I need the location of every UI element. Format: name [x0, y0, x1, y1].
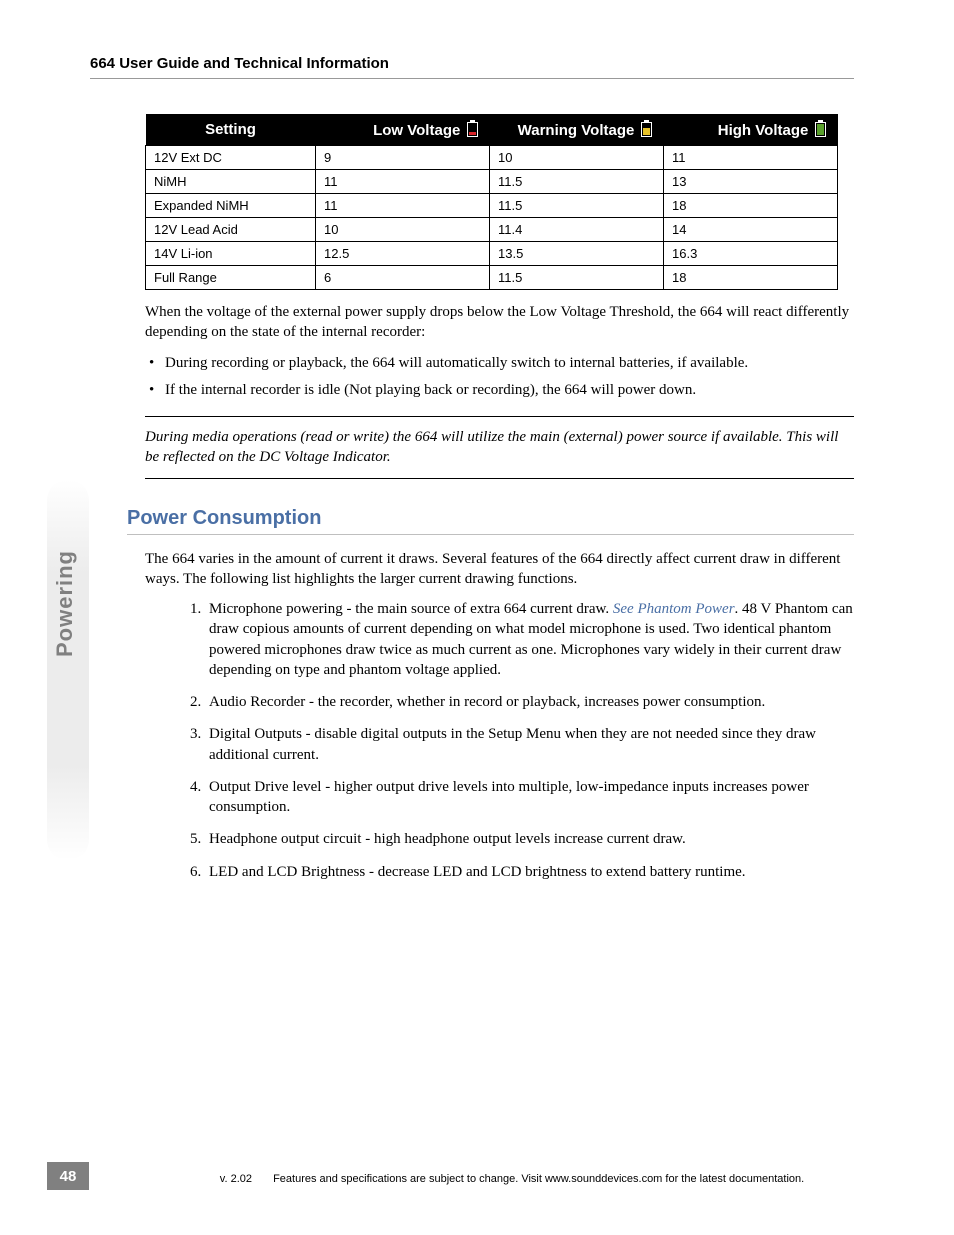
table-row: NiMH1111.513 — [146, 170, 838, 194]
paragraph-threshold: When the voltage of the external power s… — [145, 302, 854, 343]
table-cell: 12V Ext DC — [146, 146, 316, 170]
table-cell: 18 — [664, 266, 838, 290]
footer-text: Features and specifications are subject … — [273, 1173, 804, 1185]
table-cell: Full Range — [146, 266, 316, 290]
col-high-voltage: High Voltage — [664, 114, 838, 146]
table-cell: 11 — [316, 170, 490, 194]
table-row: 12V Lead Acid1011.414 — [146, 218, 838, 242]
page: 664 User Guide and Technical Information… — [0, 0, 954, 1235]
list-text: Digital Outputs - disable digital output… — [209, 726, 816, 762]
table-cell: 14 — [664, 218, 838, 242]
table-cell: 13 — [664, 170, 838, 194]
table-cell: 12V Lead Acid — [146, 218, 316, 242]
battery-warning-icon — [641, 120, 652, 137]
numbered-list: Microphone powering - the main source of… — [145, 599, 854, 882]
page-title: 664 User Guide and Technical Information — [90, 55, 854, 79]
footer-version: v. 2.02 — [220, 1173, 252, 1185]
list-item: If the internal recorder is idle (Not pl… — [145, 380, 854, 402]
table-cell: 16.3 — [664, 242, 838, 266]
table-cell: 18 — [664, 194, 838, 218]
list-text: Microphone powering - the main source of… — [209, 601, 613, 617]
link-phantom-power[interactable]: See Phantom Power — [613, 601, 735, 617]
note-box: During media operations (read or write) … — [145, 416, 854, 479]
list-text: LED and LCD Brightness - decrease LED an… — [209, 864, 746, 880]
col-low-voltage: Low Voltage — [316, 114, 490, 146]
table-cell: 13.5 — [490, 242, 664, 266]
battery-low-icon — [467, 120, 478, 137]
list-text: Output Drive level - higher output drive… — [209, 779, 809, 815]
table-body: 12V Ext DC91011NiMH1111.513Expanded NiMH… — [146, 146, 838, 290]
table-cell: 11 — [316, 194, 490, 218]
bullet-list: During recording or playback, the 664 wi… — [145, 353, 854, 403]
table-cell: 9 — [316, 146, 490, 170]
list-item: During recording or playback, the 664 wi… — [145, 353, 854, 375]
list-text: Audio Recorder - the recorder, whether i… — [209, 694, 765, 710]
table-cell: Expanded NiMH — [146, 194, 316, 218]
list-item: Output Drive level - higher output drive… — [205, 777, 854, 818]
section-intro: The 664 varies in the amount of current … — [145, 549, 854, 590]
table-cell: 11 — [664, 146, 838, 170]
table-cell: 11.5 — [490, 170, 664, 194]
footer: v. 2.02 Features and specifications are … — [110, 1173, 914, 1185]
table-header-row: Setting Low Voltage Warning Voltage High… — [146, 114, 838, 146]
table-cell: NiMH — [146, 170, 316, 194]
list-text: Headphone output circuit - high headphon… — [209, 831, 686, 847]
table-cell: 11.5 — [490, 266, 664, 290]
list-item: Audio Recorder - the recorder, whether i… — [205, 692, 854, 712]
list-item: Digital Outputs - disable digital output… — [205, 724, 854, 765]
table-cell: 12.5 — [316, 242, 490, 266]
list-item: Microphone powering - the main source of… — [205, 599, 854, 680]
section-rule — [127, 534, 854, 535]
table-row: Expanded NiMH1111.518 — [146, 194, 838, 218]
side-tab: Powering — [52, 550, 78, 657]
table-row: 14V Li-ion12.513.516.3 — [146, 242, 838, 266]
list-item: LED and LCD Brightness - decrease LED an… — [205, 862, 854, 882]
voltage-table: Setting Low Voltage Warning Voltage High… — [145, 114, 838, 290]
col-setting: Setting — [146, 114, 316, 146]
table-cell: 14V Li-ion — [146, 242, 316, 266]
table-cell: 10 — [490, 146, 664, 170]
table-cell: 11.4 — [490, 218, 664, 242]
table-row: 12V Ext DC91011 — [146, 146, 838, 170]
page-number: 48 — [47, 1162, 89, 1190]
section-heading: Power Consumption — [127, 507, 854, 530]
col-warning-voltage: Warning Voltage — [490, 114, 664, 146]
table-cell: 6 — [316, 266, 490, 290]
battery-high-icon — [815, 120, 826, 137]
table-cell: 10 — [316, 218, 490, 242]
side-tab-bg — [47, 480, 89, 860]
table-row: Full Range611.518 — [146, 266, 838, 290]
table-cell: 11.5 — [490, 194, 664, 218]
list-item: Headphone output circuit - high headphon… — [205, 829, 854, 849]
